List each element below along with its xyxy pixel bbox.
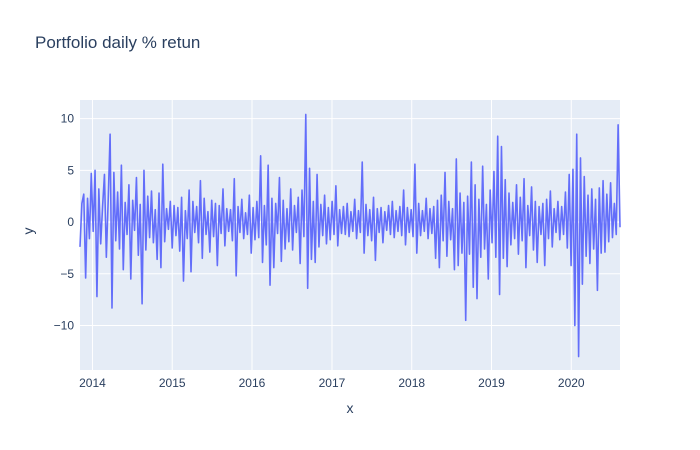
x-tick-label: 2014 (79, 376, 106, 390)
y-tick-label: 10 (61, 112, 75, 126)
y-tick-label: −5 (60, 267, 74, 281)
x-tick-label: 2017 (319, 376, 346, 390)
y-axis-label: y (20, 228, 36, 235)
y-tick-label: 0 (67, 215, 74, 229)
series-line (79, 113, 621, 358)
chart-title: Portfolio daily % retun (35, 33, 201, 52)
x-tick-label: 2020 (558, 376, 585, 390)
y-axis-ticks: 10 5 0 −5 −10 (54, 112, 75, 333)
x-tick-label: 2016 (239, 376, 266, 390)
y-tick-label: −10 (54, 319, 75, 333)
x-axis-label: x (347, 400, 354, 416)
x-tick-label: 2019 (478, 376, 505, 390)
y-tick-label: 5 (67, 163, 74, 177)
x-tick-label: 2015 (159, 376, 186, 390)
x-axis-ticks: 2014 2015 2016 2017 2018 2019 2020 (79, 376, 585, 390)
x-tick-label: 2018 (398, 376, 425, 390)
